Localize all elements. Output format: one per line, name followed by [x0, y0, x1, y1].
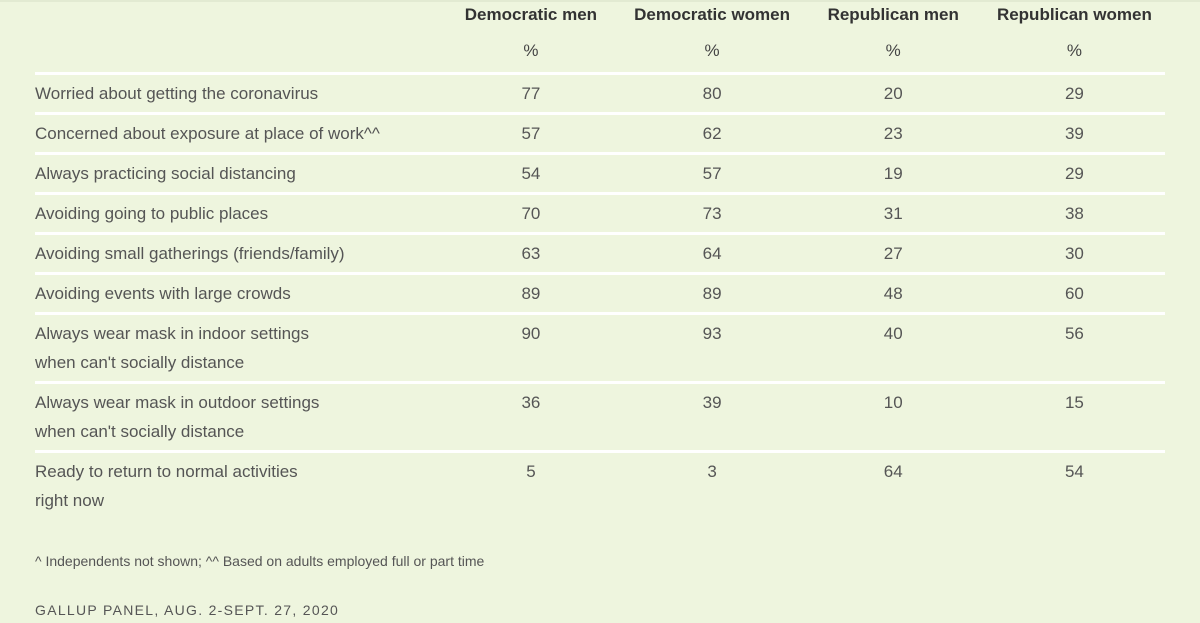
row-label-line: Always practicing social distancing — [35, 164, 296, 183]
row-label-line: Worried about getting the coronavirus — [35, 84, 319, 103]
value-cell: 70 — [440, 192, 622, 234]
value-cell: 38 — [983, 192, 1165, 234]
row-label: Worried about getting the coronavirus — [35, 72, 441, 114]
value-cell: 29 — [983, 72, 1165, 114]
value-cell: 48 — [802, 272, 984, 314]
value-cell: 60 — [983, 272, 1165, 314]
value-cell: 93 — [621, 312, 803, 383]
row-label: Avoiding small gatherings (friends/famil… — [35, 232, 441, 274]
footnote: ^ Independents not shown; ^^ Based on ad… — [35, 553, 485, 569]
value-cell: 19 — [802, 152, 984, 194]
row-label: Always practicing social distancing — [35, 152, 441, 194]
row-label-line: Ready to return to normal activities — [35, 462, 298, 481]
value-cell: 39 — [983, 112, 1165, 154]
value-cell: 20 — [802, 72, 984, 114]
row-label-line: Always wear mask in outdoor settings — [35, 393, 320, 412]
header-blank — [35, 0, 440, 30]
row-label-line: right now — [35, 491, 104, 510]
row-label: Always wear mask in indoor settings when … — [35, 312, 441, 383]
value-cell: 30 — [983, 232, 1165, 274]
value-cell: 77 — [440, 72, 622, 114]
column-header: Republican women — [996, 5, 1152, 24]
value-cell: 89 — [440, 272, 622, 314]
row-label-line: Concerned about exposure at place of wor… — [35, 124, 380, 143]
row-label-line: when can't socially distance — [35, 353, 245, 372]
unit-cell: % — [704, 41, 720, 60]
row-label-line: Avoiding events with large crowds — [35, 284, 291, 303]
unit-row: % % % % — [35, 30, 1165, 74]
value-cell: 3 — [621, 450, 803, 519]
row-label-line: Avoiding going to public places — [35, 204, 269, 223]
table-row: Concerned about exposure at place of wor… — [35, 112, 1165, 154]
value-cell: 64 — [802, 450, 984, 519]
table-row: Ready to return to normal activities righ… — [35, 450, 1165, 519]
table-row: Worried about getting the coronavirus 77 8… — [35, 72, 1165, 114]
unit-cell: % — [885, 41, 901, 60]
row-label: Avoiding events with large crowds — [35, 272, 441, 314]
top-border — [0, 0, 1200, 2]
value-cell: 57 — [440, 112, 622, 154]
row-label-line: Avoiding small gatherings (friends/famil… — [35, 244, 345, 263]
value-cell: 40 — [802, 312, 984, 383]
table-row: Always wear mask in indoor settings when … — [35, 312, 1165, 383]
value-cell: 54 — [440, 152, 622, 194]
value-cell: 90 — [440, 312, 622, 383]
value-cell: 57 — [621, 152, 803, 194]
value-cell: 80 — [621, 72, 803, 114]
value-cell: 29 — [983, 152, 1165, 194]
table-row: Avoiding events with large crowds 89 89 48 6… — [35, 272, 1165, 314]
row-label-line: when can't socially distance — [35, 422, 245, 441]
value-cell: 15 — [983, 381, 1165, 452]
row-label: Concerned about exposure at place of wor… — [35, 112, 441, 154]
row-label: Avoiding going to public places — [35, 192, 441, 234]
value-cell: 27 — [802, 232, 984, 274]
value-cell: 54 — [983, 450, 1165, 519]
value-cell: 39 — [621, 381, 803, 452]
value-cell: 73 — [621, 192, 803, 234]
value-cell: 89 — [621, 272, 803, 314]
column-headers: Democratic men Democratic women Republic… — [35, 0, 1165, 30]
table-row: Avoiding going to public places 70 73 31 38 — [35, 192, 1165, 234]
value-cell: 5 — [440, 450, 622, 519]
column-header: Democratic women — [634, 5, 791, 24]
unit-blank — [35, 30, 440, 74]
column-header: Democratic men — [464, 5, 598, 24]
results-table: Democratic men Democratic women Republic… — [35, 0, 1165, 519]
row-label-line: Always wear mask in indoor settings — [35, 324, 310, 343]
unit-cell: % — [1066, 41, 1082, 60]
value-cell: 62 — [621, 112, 803, 154]
table-row: Always practicing social distancing 54 57 1… — [35, 152, 1165, 194]
row-label: Always wear mask in outdoor settings when… — [35, 381, 441, 452]
table-row: Always wear mask in outdoor settings when… — [35, 381, 1165, 452]
value-cell: 31 — [802, 192, 984, 234]
table-row: Avoiding small gatherings (friends/famil… — [35, 232, 1165, 274]
value-cell: 63 — [440, 232, 622, 274]
value-cell: 23 — [802, 112, 984, 154]
value-cell: 10 — [802, 381, 984, 452]
source-label: GALLUP PANEL, AUG. 2-SEPT. 27, 2020 — [35, 602, 340, 618]
column-header: Republican men — [827, 5, 959, 24]
value-cell: 64 — [621, 232, 803, 274]
unit-cell: % — [523, 41, 539, 60]
value-cell: 56 — [983, 312, 1165, 383]
row-label: Ready to return to normal activities righ… — [35, 450, 441, 519]
value-cell: 36 — [440, 381, 622, 452]
